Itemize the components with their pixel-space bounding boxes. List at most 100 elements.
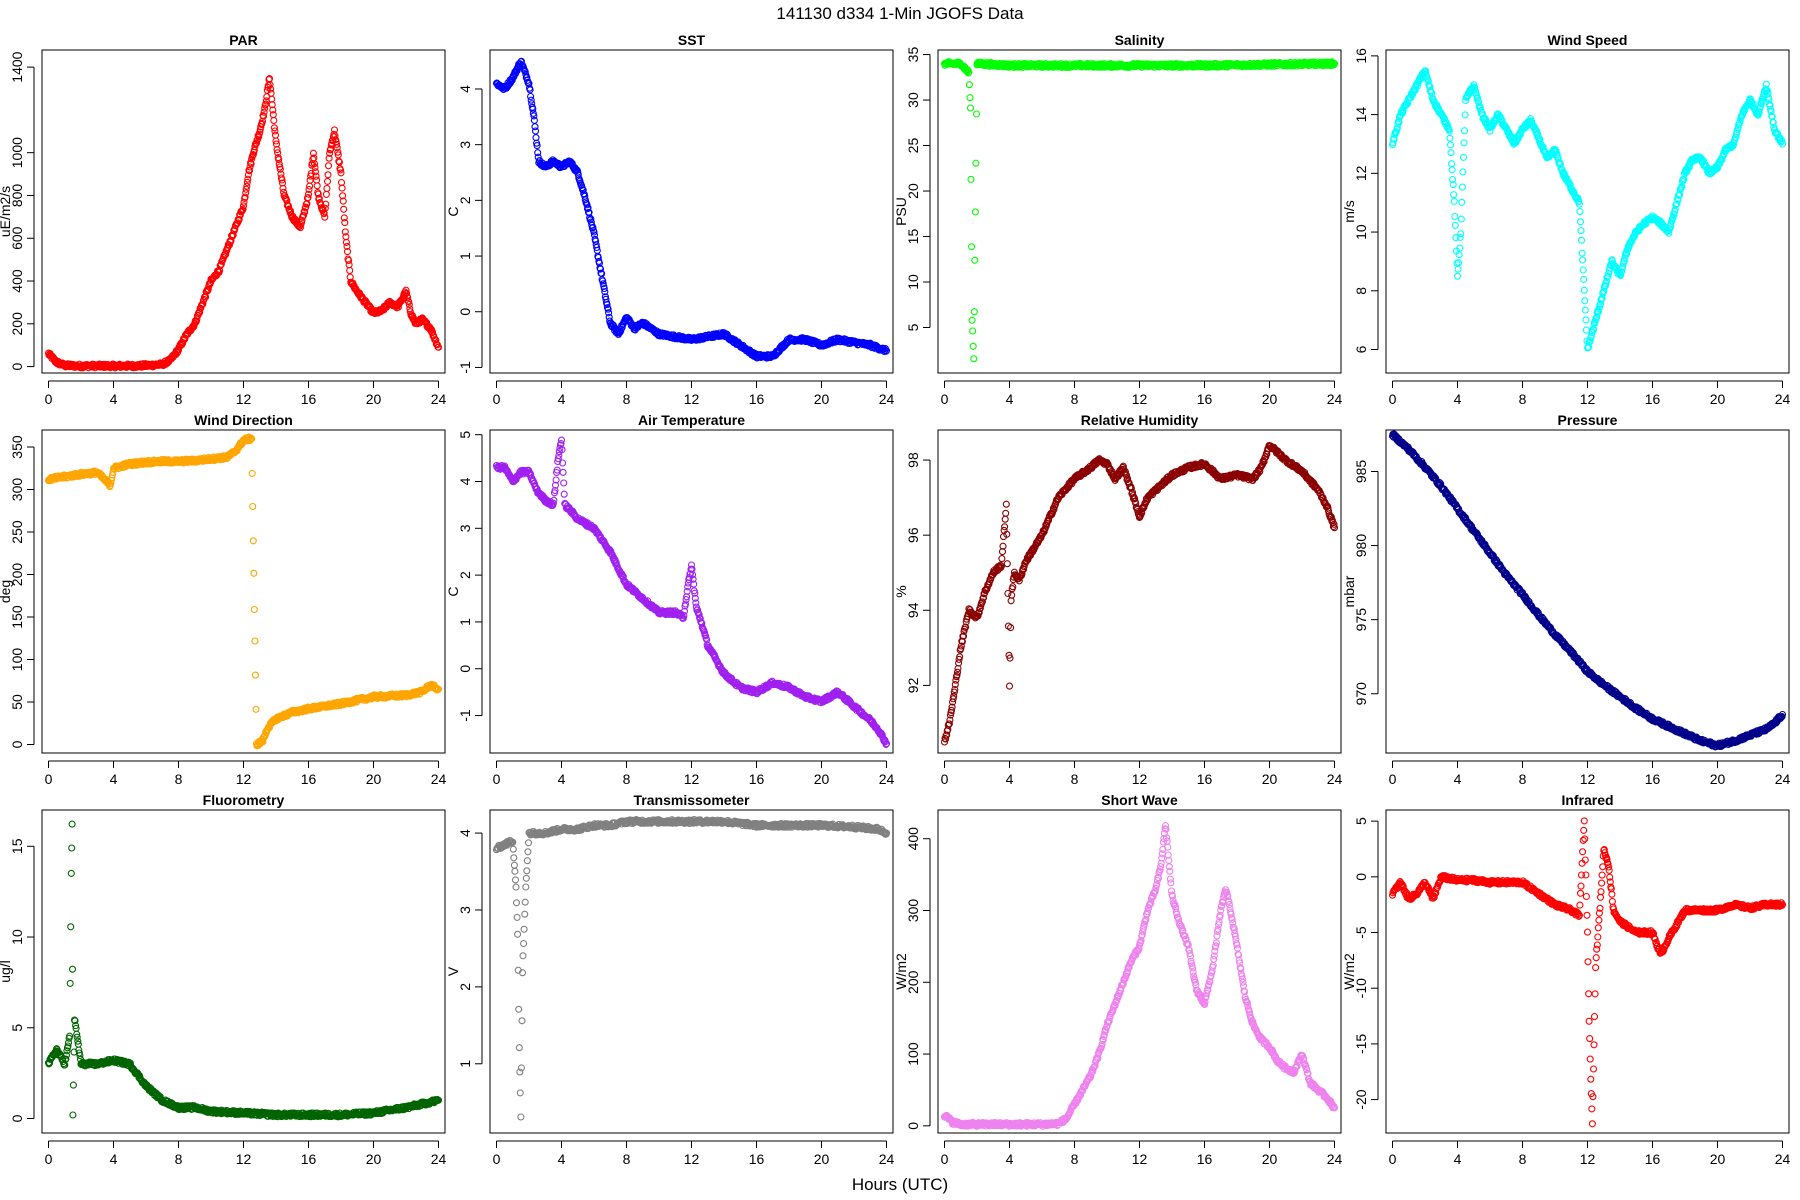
data-point	[325, 154, 333, 162]
data-point	[337, 169, 345, 177]
x-tick-label: 8	[1519, 391, 1527, 407]
data-point	[1582, 316, 1590, 324]
data-point	[339, 197, 347, 205]
data-point	[971, 208, 979, 216]
data-point	[1450, 191, 1458, 199]
data-point	[1002, 500, 1010, 508]
series-wind-direction	[44, 433, 443, 750]
y-tick-label: 5	[905, 323, 921, 331]
data-point	[972, 159, 980, 167]
data-point	[1457, 230, 1465, 238]
data-point	[584, 204, 592, 212]
y-tick-label: -1	[457, 361, 473, 374]
data-point	[250, 605, 258, 614]
data-point	[343, 248, 352, 256]
data-point	[338, 184, 346, 192]
data-point	[590, 228, 598, 236]
data-point	[278, 176, 286, 184]
x-tick-label: 4	[110, 771, 118, 787]
data-point	[269, 106, 277, 114]
data-point	[249, 537, 257, 545]
data-point	[321, 213, 329, 221]
x-tick-label: 8	[623, 771, 631, 787]
x-tick-label: 20	[366, 391, 382, 407]
x-tick-label: 24	[431, 771, 447, 787]
y-tick-label: 1400	[9, 51, 25, 82]
x-tick-label: 4	[558, 391, 566, 407]
x-tick-label: 4	[558, 771, 566, 787]
data-point	[1458, 198, 1466, 206]
data-point	[600, 284, 608, 293]
data-point	[321, 204, 329, 212]
y-axis-label: uE/m2/s	[0, 186, 13, 237]
x-tick-label: 0	[1389, 391, 1397, 407]
data-point	[252, 139, 261, 147]
y-tick-label: 2	[457, 571, 473, 579]
y-axis-label: m/s	[1341, 200, 1357, 223]
data-point	[229, 231, 237, 239]
panel-title: Salinity	[1115, 32, 1165, 48]
data-point	[245, 167, 254, 175]
data-point	[326, 149, 334, 157]
data-point	[309, 149, 317, 157]
y-tick-label: 0	[9, 362, 25, 370]
data-point	[589, 223, 597, 231]
x-tick-label: 16	[749, 771, 765, 787]
data-point	[1580, 275, 1588, 283]
data-point	[1446, 134, 1454, 142]
x-tick-label: 20	[1262, 391, 1278, 407]
data-point	[1576, 218, 1585, 226]
y-tick-label: 4	[457, 85, 473, 93]
data-point	[243, 182, 251, 190]
data-point	[1461, 111, 1469, 119]
x-tick-label: 12	[236, 771, 252, 787]
data-point	[531, 127, 540, 135]
data-point	[1579, 266, 1587, 274]
series-air-temperature	[492, 436, 891, 748]
x-tick-label: 4	[110, 391, 118, 407]
data-point	[273, 146, 281, 154]
data-point	[239, 205, 247, 213]
x-tick-label: 12	[684, 771, 700, 787]
x-tick-label: 8	[623, 391, 631, 407]
series-par	[44, 75, 443, 372]
x-tick-label: 24	[879, 771, 895, 787]
data-point	[1460, 139, 1468, 147]
y-tick-label: 400	[9, 269, 25, 293]
data-point	[334, 148, 342, 156]
series-sst	[492, 57, 891, 362]
data-point	[278, 179, 287, 187]
data-point	[508, 76, 516, 84]
data-point	[579, 186, 587, 194]
x-tick-label: 0	[45, 391, 53, 407]
x-tick-label: 16	[301, 771, 317, 787]
data-point	[304, 190, 313, 198]
data-point	[966, 94, 974, 102]
data-point	[531, 123, 539, 131]
data-point	[405, 298, 413, 306]
data-point	[324, 162, 333, 170]
y-tick-label: 600	[9, 226, 25, 250]
data-point	[1008, 591, 1016, 599]
data-point	[275, 156, 283, 164]
data-point	[513, 67, 521, 75]
data-point	[969, 327, 977, 335]
data-point	[199, 300, 207, 308]
y-tick-label: 1	[457, 618, 473, 626]
data-point	[266, 81, 274, 89]
data-point	[322, 190, 330, 198]
x-tick-label: 20	[366, 771, 382, 787]
data-point	[244, 171, 252, 179]
y-tick-label: 250	[9, 520, 25, 544]
data-point	[313, 182, 321, 190]
data-point	[559, 468, 567, 476]
x-tick-label: 0	[941, 391, 949, 407]
data-point	[965, 81, 973, 89]
data-point	[272, 137, 280, 145]
